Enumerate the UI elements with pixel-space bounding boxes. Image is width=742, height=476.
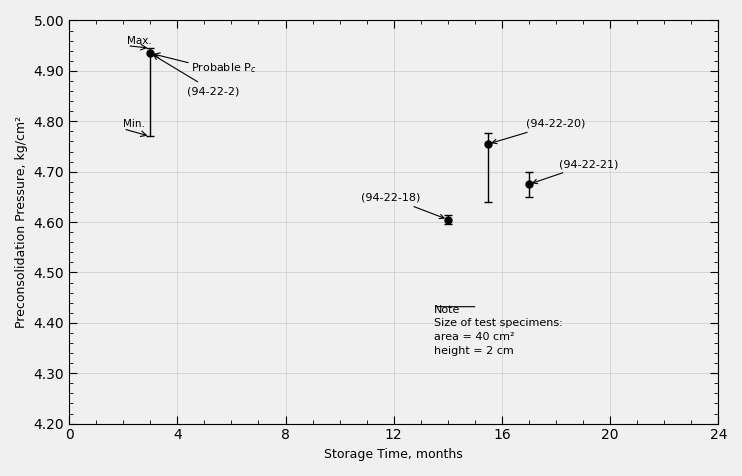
Text: Note: Note	[434, 305, 461, 315]
Text: (94-22-2): (94-22-2)	[154, 55, 239, 96]
Text: Probable P$_c$: Probable P$_c$	[191, 61, 256, 75]
Text: Min.: Min.	[123, 119, 145, 129]
Text: (94-22-21): (94-22-21)	[533, 159, 618, 184]
Text: (94-22-18): (94-22-18)	[361, 193, 444, 218]
Text: Size of test specimens:
area = 40 cm²
height = 2 cm: Size of test specimens: area = 40 cm² he…	[434, 318, 563, 356]
Y-axis label: Preconsolidation Pressure, kg/cm²: Preconsolidation Pressure, kg/cm²	[15, 116, 28, 328]
Text: (94-22-20): (94-22-20)	[492, 119, 585, 144]
X-axis label: Storage Time, months: Storage Time, months	[324, 448, 463, 461]
Text: Max.: Max.	[128, 36, 152, 46]
